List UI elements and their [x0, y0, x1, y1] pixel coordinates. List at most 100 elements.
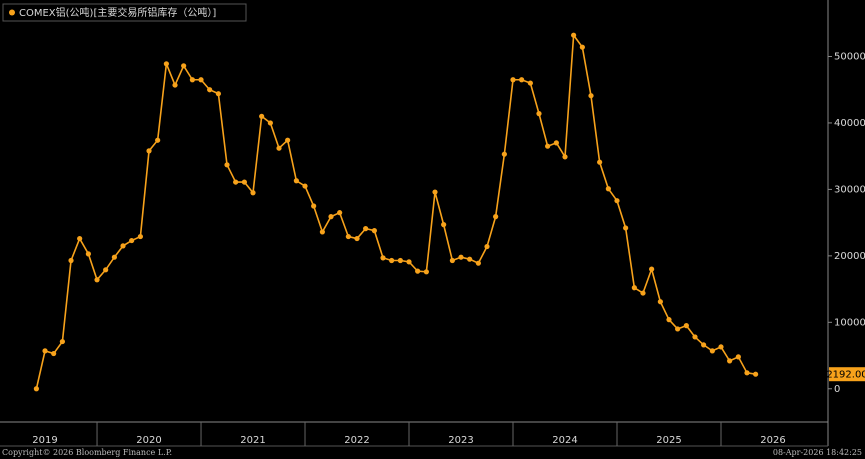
- y-tick-label: 50000: [834, 51, 865, 62]
- data-point: [553, 140, 559, 146]
- x-tick-label: 2026: [760, 435, 785, 446]
- data-point: [155, 137, 161, 143]
- data-point: [189, 77, 195, 83]
- data-point: [337, 210, 343, 216]
- data-point: [744, 370, 750, 376]
- data-point: [241, 179, 247, 185]
- data-point: [597, 159, 603, 165]
- data-point: [129, 237, 135, 244]
- data-point: [441, 222, 447, 228]
- data-point: [571, 32, 577, 38]
- data-point: [683, 323, 689, 329]
- y-tick-label: 30000: [834, 184, 865, 195]
- data-point: [224, 162, 230, 168]
- x-tick-label: 2025: [656, 435, 681, 446]
- data-point: [692, 334, 698, 340]
- data-point: [631, 285, 637, 291]
- data-point: [172, 82, 178, 88]
- data-point: [484, 243, 490, 250]
- data-point: [449, 257, 455, 264]
- data-point: [198, 77, 204, 83]
- data-point: [111, 254, 117, 260]
- data-point: [701, 342, 707, 348]
- data-point: [501, 151, 507, 157]
- y-tick-label: 0: [834, 384, 840, 395]
- data-point: [562, 154, 568, 160]
- data-point: [311, 203, 317, 209]
- data-point: [666, 317, 672, 323]
- data-point: [475, 260, 481, 266]
- data-point: [59, 338, 65, 345]
- y-tick-label: 20000: [834, 251, 865, 262]
- data-point: [510, 77, 516, 83]
- data-point: [709, 348, 715, 354]
- data-point: [120, 243, 126, 249]
- data-point: [605, 186, 611, 192]
- data-point: [94, 277, 100, 283]
- data-point: [649, 266, 655, 272]
- data-point: [640, 290, 646, 296]
- copyright: Copyright© 2026 Bloomberg Finance L.P.: [2, 448, 172, 457]
- x-tick-label: 2019: [32, 435, 57, 446]
- data-point: [354, 235, 360, 242]
- data-point: [267, 120, 273, 126]
- legend-label: COMEX铝(公吨)[主要交易所铝库存（公吨）]: [19, 6, 216, 19]
- data-point: [579, 44, 585, 50]
- data-point: [33, 386, 39, 392]
- data-point: [493, 214, 499, 220]
- data-point: [163, 61, 169, 67]
- data-point: [85, 251, 91, 257]
- data-point: [675, 326, 681, 332]
- data-point: [753, 371, 759, 377]
- data-point: [345, 233, 351, 240]
- data-point: [588, 93, 594, 99]
- data-point: [397, 257, 403, 264]
- data-point: [233, 179, 239, 185]
- data-point: [328, 214, 334, 220]
- data-point: [727, 358, 733, 364]
- data-point: [371, 228, 377, 234]
- data-point: [250, 190, 256, 196]
- data-point: [406, 259, 412, 265]
- data-point: [68, 257, 74, 264]
- data-point: [181, 63, 187, 69]
- data-point: [293, 178, 299, 184]
- data-point: [103, 267, 109, 273]
- data-point: [735, 354, 741, 360]
- x-tick-label: 2023: [448, 435, 473, 446]
- data-point: [319, 229, 325, 235]
- data-point: [614, 198, 620, 204]
- data-point: [519, 77, 525, 83]
- legend-box: [2, 3, 247, 22]
- data-point: [146, 148, 152, 154]
- data-point: [458, 254, 464, 260]
- data-point: [657, 299, 663, 305]
- data-point: [207, 87, 213, 93]
- data-point: [51, 350, 57, 357]
- data-point: [389, 257, 395, 264]
- data-point: [77, 235, 83, 242]
- last-value-box: [829, 367, 865, 382]
- data-point: [527, 80, 533, 86]
- x-tick-label: 2024: [552, 435, 577, 446]
- data-point: [259, 113, 265, 119]
- data-point: [415, 268, 421, 274]
- data-point: [380, 255, 386, 261]
- data-point: [285, 137, 291, 143]
- data-point: [545, 143, 551, 149]
- data-point: [536, 111, 542, 117]
- y-tick-label: 10000: [834, 317, 865, 328]
- y-tick-label: 40000: [834, 118, 865, 129]
- last-value-label: 2192.00: [826, 370, 865, 381]
- x-tick-label: 2021: [240, 435, 265, 446]
- data-point: [137, 233, 143, 240]
- data-point: [302, 183, 308, 189]
- data-point: [718, 344, 724, 350]
- data-point: [423, 269, 429, 275]
- data-point: [363, 226, 369, 232]
- data-point: [467, 256, 473, 262]
- data-point: [276, 145, 282, 151]
